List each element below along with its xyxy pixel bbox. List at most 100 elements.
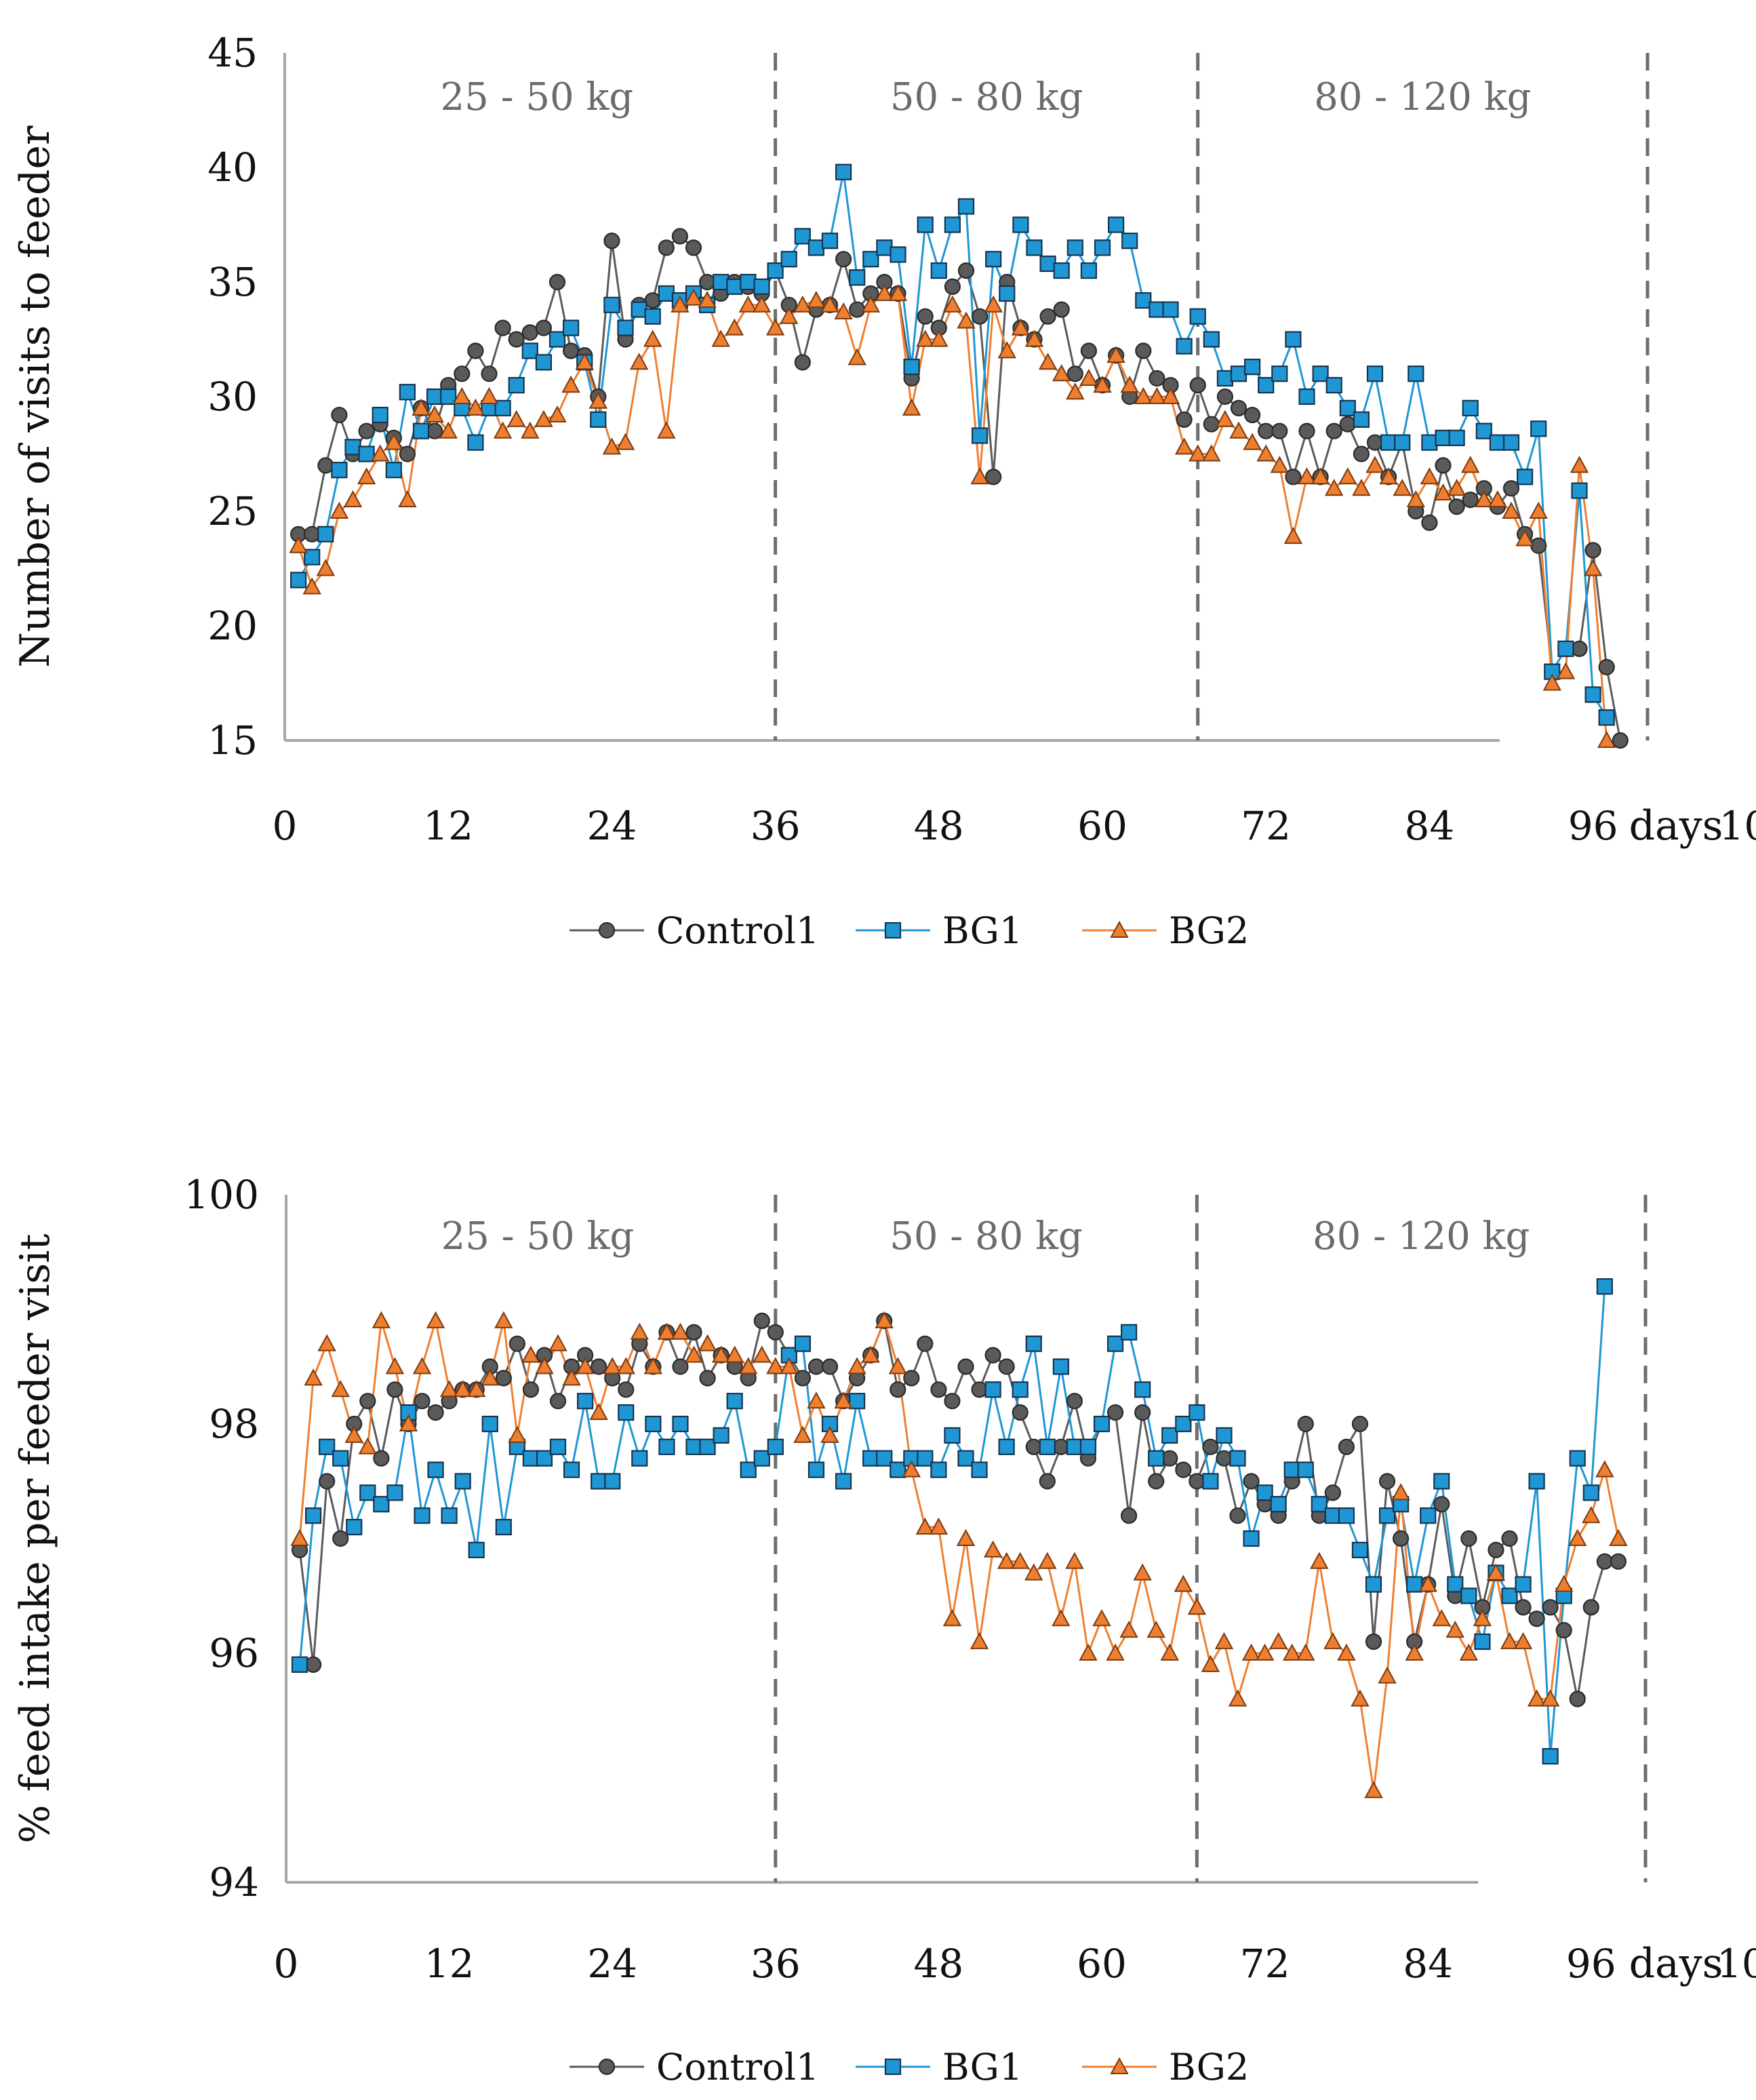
data-point-bg1 <box>1474 1633 1491 1650</box>
data-point-bg1 <box>1408 365 1424 382</box>
data-point-control1 <box>944 278 961 295</box>
data-point-control1 <box>957 262 975 279</box>
data-point-control1 <box>957 1358 974 1375</box>
data-point-bg2 <box>1595 1460 1614 1478</box>
data-point-bg2 <box>1323 1632 1342 1650</box>
data-point-bg2 <box>657 1322 677 1340</box>
data-point-bg2 <box>1297 467 1317 485</box>
data-point-bg1 <box>971 427 989 444</box>
data-point-bg2 <box>1393 479 1412 496</box>
data-point-bg1 <box>1120 1324 1138 1341</box>
data-point-bg2 <box>643 1357 663 1374</box>
data-point-bg1 <box>1447 1576 1464 1593</box>
data-point-bg2 <box>1052 1609 1071 1627</box>
data-point-control1 <box>1285 469 1302 486</box>
data-point-bg2 <box>1270 456 1289 473</box>
data-point-bg1 <box>1489 434 1506 451</box>
data-point-bg2 <box>1065 1551 1084 1569</box>
data-point-bg2 <box>1583 559 1603 576</box>
data-point-bg1 <box>1161 1427 1178 1444</box>
data-point-bg1 <box>536 1450 553 1467</box>
data-point-bg2 <box>412 1357 432 1374</box>
data-point-control1 <box>386 1381 403 1398</box>
data-point-bg1 <box>807 1461 825 1478</box>
data-point-bg2 <box>1433 483 1453 500</box>
legend: Control1 BG1 BG2 <box>570 2046 1249 2088</box>
data-point-bg1 <box>563 1461 580 1478</box>
data-point-bg1 <box>767 262 784 279</box>
data-point-bg1 <box>1475 422 1492 439</box>
data-point-bg2 <box>1582 1506 1601 1524</box>
data-point-bg1 <box>467 434 484 451</box>
data-point-bg2 <box>1488 490 1507 508</box>
data-point-bg1 <box>767 1438 784 1455</box>
data-point-bg2 <box>957 311 976 329</box>
data-point-bg1 <box>672 1415 689 1433</box>
data-point-bg2 <box>1378 1666 1397 1684</box>
data-point-bg1 <box>957 198 975 215</box>
data-point-bg1 <box>548 331 566 348</box>
data-point-bg2 <box>1311 467 1330 485</box>
data-point-bg1 <box>481 1415 498 1433</box>
data-point-bg2 <box>1461 456 1480 473</box>
data-point-control1 <box>373 1450 390 1467</box>
data-point-bg2 <box>1106 1643 1125 1661</box>
data-point-bg1 <box>1066 239 1083 256</box>
data-point-bg2 <box>439 1380 459 1398</box>
data-point-bg2 <box>765 318 785 336</box>
data-point-bg2 <box>780 1357 799 1374</box>
data-point-bg1 <box>1501 1587 1518 1604</box>
x-tick-label: 24 <box>586 803 637 849</box>
data-point-bg2 <box>738 295 758 313</box>
series-markers-control1 <box>290 228 1629 749</box>
data-point-control1 <box>467 342 484 359</box>
data-point-bg1 <box>373 1496 390 1513</box>
x-tick-label: 96 <box>1568 803 1618 849</box>
data-point-bg2 <box>1283 527 1303 544</box>
data-point-bg1 <box>984 1381 1001 1398</box>
data-point-bg1 <box>508 376 525 394</box>
data-point-control1 <box>549 1393 567 1410</box>
data-point-control1 <box>1243 1473 1260 1490</box>
phase-label: 50 - 80 kg <box>890 1214 1083 1259</box>
data-point-bg2 <box>861 1345 880 1363</box>
data-point-control1 <box>998 1358 1015 1375</box>
data-point-control1 <box>535 319 553 336</box>
data-point-bg1 <box>658 1438 675 1455</box>
data-point-bg1 <box>591 1473 607 1490</box>
x-tick-label: 48 <box>914 803 964 849</box>
data-point-control1 <box>1596 1553 1613 1570</box>
data-point-bg2 <box>1202 444 1221 462</box>
data-point-bg1 <box>753 1450 770 1467</box>
data-point-bg2 <box>725 1345 744 1363</box>
data-point-control1 <box>1502 480 1520 497</box>
data-point-bg1 <box>319 1438 336 1455</box>
data-point-bg2 <box>1243 433 1262 450</box>
data-point-control1 <box>1012 1404 1029 1421</box>
data-point-bg1 <box>1039 255 1056 273</box>
data-point-bg2 <box>1337 1643 1356 1661</box>
data-point-control1 <box>984 1347 1001 1364</box>
data-point-bg2 <box>575 353 594 370</box>
data-point-bg2 <box>711 1345 731 1363</box>
data-point-bg1 <box>1584 686 1601 703</box>
data-point-bg1 <box>930 262 947 279</box>
y-tick-label: 15 <box>207 717 258 764</box>
data-point-bg1 <box>794 1335 812 1352</box>
data-point-bg1 <box>440 388 457 405</box>
data-point-control1 <box>794 1370 812 1387</box>
series-markers-bg2 <box>289 283 1616 748</box>
data-point-control1 <box>930 1381 947 1398</box>
data-point-control1 <box>1053 301 1070 318</box>
data-point-bg1 <box>495 1519 512 1536</box>
data-point-bg1 <box>699 1438 716 1455</box>
data-point-bg2 <box>425 405 444 423</box>
data-point-bg2 <box>1486 1563 1506 1581</box>
data-point-control1 <box>1297 1415 1314 1433</box>
data-point-bg2 <box>984 295 1003 313</box>
data-point-bg1 <box>713 1427 730 1444</box>
data-point-bg2 <box>834 1391 853 1409</box>
data-point-bg2 <box>507 410 526 427</box>
data-point-bg1 <box>1026 239 1043 256</box>
data-point-control1 <box>591 1358 607 1375</box>
